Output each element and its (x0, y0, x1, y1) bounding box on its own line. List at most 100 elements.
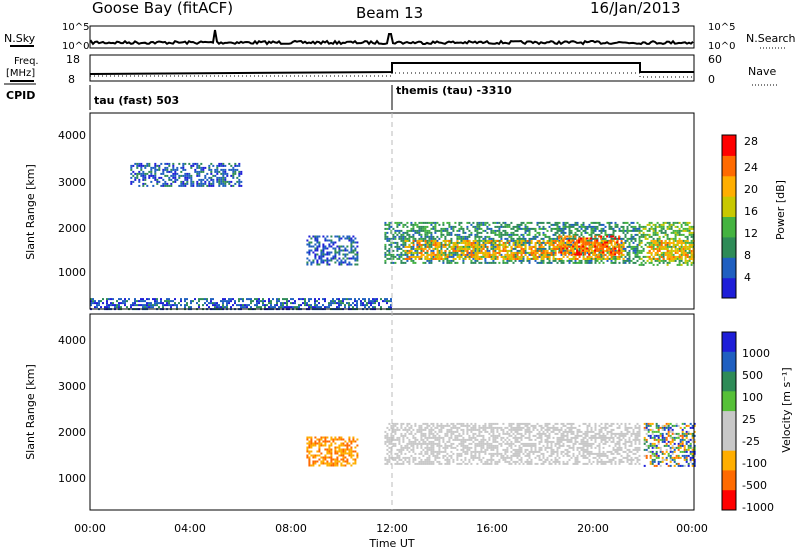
power-cell (672, 258, 675, 260)
power-cell (412, 227, 415, 230)
velocity-cell (510, 422, 513, 425)
power-cell (492, 242, 495, 244)
power-cell (616, 225, 619, 228)
velocity-cell (474, 438, 477, 441)
velocity-cell (444, 458, 447, 461)
power-cell (394, 255, 397, 258)
velocity-cell (542, 444, 545, 447)
velocity-cell (544, 460, 547, 463)
power-colorbar-frame (721, 134, 737, 299)
power-cell (648, 221, 651, 224)
power-cell (554, 223, 557, 226)
velocity-cell (438, 452, 441, 455)
velocity-cell (350, 456, 353, 459)
power-cell (514, 243, 517, 246)
power-cell (670, 253, 673, 256)
power-cell (650, 241, 653, 244)
velocity-cell (306, 442, 309, 445)
power-cell (244, 306, 246, 309)
velocity-cell (518, 428, 521, 431)
power-cell (656, 259, 659, 262)
power-cell (218, 180, 221, 183)
power-cell (390, 225, 393, 228)
velocity-cell (384, 440, 387, 443)
power-cell (548, 237, 551, 240)
power-cell (224, 176, 227, 179)
power-cell (404, 243, 407, 246)
power-cell (580, 250, 583, 252)
power-cell (688, 248, 691, 250)
power-cell (570, 254, 573, 256)
velocity-cell (456, 438, 459, 441)
power-cell (392, 241, 395, 244)
power-cell (396, 245, 399, 248)
power-cell (602, 240, 605, 242)
power-cell (630, 247, 633, 250)
power-cell (484, 259, 487, 262)
velocity-cell (478, 440, 481, 443)
power-cell (458, 250, 461, 252)
power-cell (554, 246, 557, 248)
power-cell (410, 253, 413, 256)
power-cell (382, 300, 384, 303)
power-cell (178, 176, 181, 179)
velocity-cell (490, 430, 493, 433)
power-cell (308, 245, 311, 248)
power-cell (656, 231, 659, 234)
velocity-cell (534, 446, 537, 449)
power-cell (322, 235, 325, 238)
power-cell (222, 164, 225, 167)
power-cell (552, 256, 555, 258)
power-cell (452, 258, 455, 260)
power-cell (520, 243, 523, 246)
power-cell (440, 252, 443, 254)
power-cell (454, 258, 457, 260)
velocity-cell (432, 434, 435, 437)
power-cell (432, 258, 435, 260)
power-cell (456, 246, 459, 248)
velocity-cell (322, 456, 325, 459)
velocity-cell (478, 424, 481, 427)
velocity-cell (340, 462, 343, 465)
power-cell (140, 300, 142, 303)
velocity-cell (494, 436, 497, 439)
velocity-cell (406, 460, 409, 463)
velocity-cell (402, 440, 405, 443)
power-cell (384, 243, 387, 246)
power-cell (438, 242, 441, 244)
power-cell (416, 248, 419, 250)
velocity-cell (462, 450, 465, 453)
nsky-trace (89, 29, 694, 46)
power-cell (240, 170, 243, 173)
velocity-cell (444, 454, 447, 457)
velocity-cell (472, 436, 475, 439)
power-cell (456, 251, 459, 254)
power-cell (212, 298, 214, 301)
power-cell (220, 162, 223, 165)
power-cell (484, 239, 487, 242)
power-cell (686, 223, 689, 226)
velocity-cell (468, 460, 471, 463)
power-cell (402, 261, 405, 264)
power-cell (466, 221, 469, 224)
velocity-cell (432, 448, 435, 451)
power-cell (476, 227, 479, 230)
power-cell (596, 247, 599, 250)
power-cell (390, 245, 393, 248)
power-cell (470, 246, 473, 248)
power-cell (426, 233, 429, 236)
power-cell (264, 300, 266, 303)
power-cell (458, 256, 461, 258)
power-cell (248, 304, 250, 307)
power-cell (658, 261, 661, 264)
power-cell (580, 227, 583, 230)
power-cell (620, 245, 623, 248)
power-cell (562, 252, 565, 254)
power-cell (176, 172, 179, 175)
power-cell (412, 233, 415, 236)
power-cell (574, 231, 577, 234)
power-cell (116, 306, 118, 309)
power-cell (496, 246, 499, 248)
power-cell (564, 225, 567, 228)
power-cell (154, 164, 157, 167)
